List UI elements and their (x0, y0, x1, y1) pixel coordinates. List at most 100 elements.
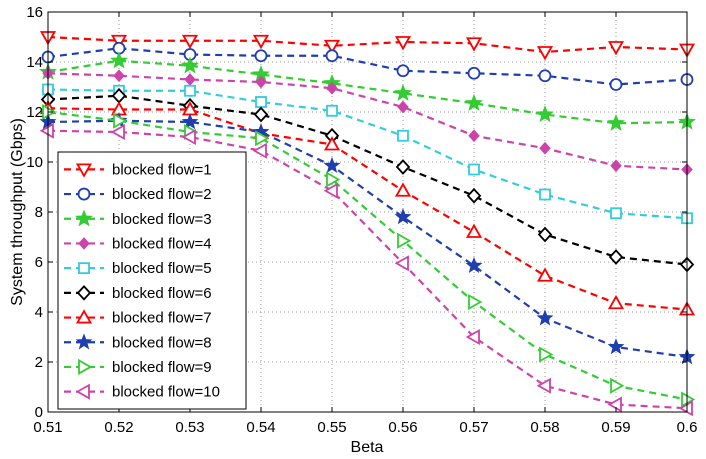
x-tick-label: 0.54 (246, 419, 275, 436)
data-point (323, 156, 341, 173)
legend-marker (75, 209, 93, 227)
data-point (610, 377, 625, 394)
legend-item: blocked flow=3 (64, 209, 212, 228)
data-point (536, 377, 551, 394)
series-4 (42, 66, 693, 176)
legend-label: blocked flow=10 (112, 384, 220, 401)
data-point (536, 267, 554, 282)
x-tick-label: 0.58 (530, 419, 559, 436)
data-point (465, 256, 483, 273)
data-point (607, 396, 622, 413)
data-point (536, 105, 554, 123)
series-line (47, 119, 688, 359)
data-point (397, 129, 409, 142)
data-point (181, 113, 199, 130)
legend-marker (78, 262, 90, 275)
legend-label: blocked flow=1 (112, 161, 212, 178)
y-tick-label: 6 (35, 254, 43, 271)
data-point (468, 163, 480, 176)
legend-marker (75, 383, 90, 400)
series-group (39, 31, 696, 417)
series-line (47, 107, 688, 311)
legend-marker (78, 237, 90, 250)
x-tick-label: 0.52 (104, 419, 133, 436)
legend-label: blocked flow=8 (112, 334, 212, 351)
data-point (110, 34, 128, 50)
data-point (181, 56, 199, 74)
legend-item: blocked flow=8 (64, 333, 212, 351)
data-point (113, 69, 125, 83)
y-tick-label: 2 (35, 354, 43, 371)
data-point (468, 293, 483, 311)
legend-label: blocked flow=2 (112, 186, 212, 203)
data-point (181, 128, 196, 146)
x-tick-label: 0.59 (601, 419, 630, 436)
legend-label: blocked flow=5 (112, 260, 212, 277)
x-tick-label: 0.55 (317, 419, 346, 436)
data-point (110, 123, 125, 141)
data-point (539, 141, 551, 155)
data-point (255, 130, 270, 147)
data-point (609, 78, 623, 91)
legend-item: blocked flow=7 (64, 309, 212, 327)
data-point (536, 309, 554, 326)
legend-marker (78, 358, 93, 375)
legend-label: blocked flow=9 (112, 359, 212, 376)
data-point (326, 104, 338, 117)
data-point (184, 73, 196, 86)
legend-label: blocked flow=6 (112, 285, 212, 302)
axis-ticks: 0.51 0.52 0.53 0.54 0.55 0.56 0.57 0.58 0.59 0.6 0… (26, 4, 697, 436)
data-point (539, 188, 551, 201)
data-point (326, 81, 338, 95)
data-point (326, 171, 341, 188)
data-point (610, 159, 622, 173)
data-point (607, 41, 625, 56)
data-point (397, 100, 409, 114)
series-10 (39, 122, 693, 417)
y-tick-label: 12 (26, 104, 43, 121)
data-point (252, 142, 267, 159)
x-tick-label: 0.51 (33, 419, 62, 436)
x-tick-label: 0.57 (459, 419, 488, 436)
legend-item: blocked flow=5 (64, 260, 212, 277)
series-line (47, 72, 688, 171)
legend-label: blocked flow=7 (112, 310, 212, 327)
y-tick-label: 14 (26, 54, 43, 71)
y-tick-label: 4 (35, 304, 43, 321)
data-point (465, 93, 483, 111)
legend-item: blocked flow=10 (64, 383, 220, 401)
data-point (113, 112, 128, 129)
data-point (39, 122, 54, 139)
data-point (323, 136, 341, 151)
series-line (47, 35, 688, 54)
legend-marker (75, 333, 93, 350)
x-tick-label: 0.56 (388, 419, 417, 436)
data-point (607, 294, 625, 310)
data-point (536, 46, 554, 61)
series-line (47, 94, 688, 266)
data-point (255, 75, 267, 89)
data-point (394, 36, 412, 51)
legend: blocked flow=1 blocked flow=2 blocked flow… (57, 151, 247, 410)
data-point (255, 96, 267, 108)
data-point (252, 34, 270, 50)
data-point (323, 182, 338, 199)
data-point (110, 51, 128, 69)
legend-item: blocked flow=4 (64, 235, 212, 252)
data-point (465, 37, 483, 52)
x-tick-label: 0.53 (175, 419, 204, 436)
series-2 (41, 41, 694, 91)
legend-marker (77, 187, 91, 201)
y-tick-label: 16 (26, 4, 43, 21)
data-point (607, 113, 625, 131)
y-tick-label: 10 (26, 154, 43, 171)
data-point (539, 346, 554, 363)
legend-item: blocked flow=2 (64, 186, 212, 203)
x-tick-label: 0.6 (677, 419, 698, 436)
data-point (394, 208, 412, 225)
data-point (607, 338, 625, 355)
data-point (465, 223, 483, 238)
data-point (608, 249, 624, 265)
data-point (254, 49, 268, 63)
